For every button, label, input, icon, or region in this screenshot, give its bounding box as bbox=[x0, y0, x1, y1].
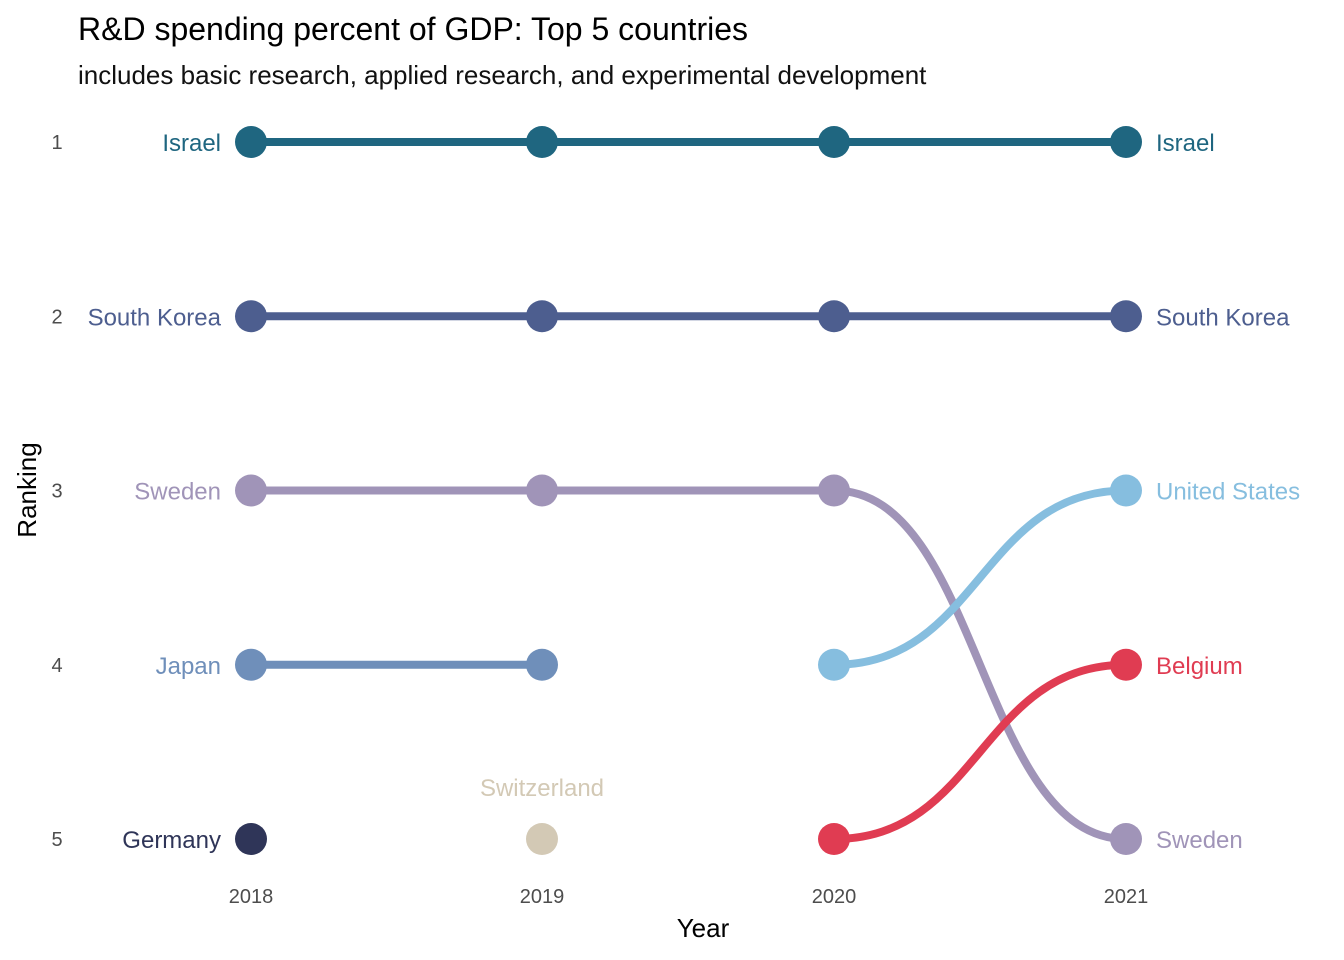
label-left-germany: Germany bbox=[122, 827, 221, 854]
y-axis-title: Ranking bbox=[12, 442, 42, 537]
point-japan-2018 bbox=[235, 648, 267, 681]
point-united-states-2020 bbox=[818, 648, 850, 681]
y-tick-5: 5 bbox=[51, 829, 62, 851]
label-right-israel: Israel bbox=[1156, 130, 1215, 157]
point-south-korea-2019 bbox=[526, 300, 558, 333]
label-left-japan: Japan bbox=[156, 653, 221, 680]
point-israel-2019 bbox=[526, 126, 558, 158]
chart-title: R&D spending percent of GDP: Top 5 count… bbox=[78, 11, 748, 47]
point-south-korea-2021 bbox=[1110, 300, 1142, 333]
axis-ticks: 2018 2019 2020 2021 1 2 3 4 5 bbox=[51, 132, 1148, 908]
x-tick-2021: 2021 bbox=[1104, 886, 1149, 908]
point-sweden-2020 bbox=[818, 474, 850, 507]
y-tick-1: 1 bbox=[51, 132, 62, 154]
label-left-israel: Israel bbox=[162, 130, 221, 157]
x-tick-2018: 2018 bbox=[229, 886, 274, 908]
point-sweden-2018 bbox=[235, 474, 267, 507]
point-switzerland-2019 bbox=[526, 823, 558, 855]
point-sweden-2019 bbox=[526, 474, 558, 507]
label-right-united-states: United States bbox=[1156, 479, 1300, 506]
series-points bbox=[235, 126, 1142, 855]
point-germany-2018 bbox=[235, 823, 267, 855]
point-south-korea-2020 bbox=[818, 300, 850, 333]
label-right-belgium: Belgium bbox=[1156, 653, 1243, 680]
label-left-south-korea: South Korea bbox=[88, 304, 222, 331]
line-sweden-2020-2021 bbox=[830, 486, 1130, 843]
point-sweden-2021 bbox=[1110, 823, 1142, 855]
series-lines bbox=[247, 138, 1130, 843]
point-japan-2019 bbox=[526, 648, 558, 681]
line-united-states-2020-2021 bbox=[830, 486, 1130, 669]
x-axis-title: Year bbox=[677, 913, 730, 943]
label-right-south-korea: South Korea bbox=[1156, 304, 1290, 331]
chart-subtitle: includes basic research, applied researc… bbox=[78, 60, 927, 90]
label-switzerland: Switzerland bbox=[480, 775, 604, 802]
y-tick-4: 4 bbox=[51, 655, 62, 677]
series-labels: Israel Israel South Korea South Korea Sweden… bbox=[88, 130, 1301, 854]
line-belgium-2020-2021 bbox=[830, 660, 1130, 843]
label-left-sweden: Sweden bbox=[134, 479, 221, 506]
point-united-states-2021 bbox=[1110, 474, 1142, 507]
point-israel-2020 bbox=[818, 126, 850, 158]
y-tick-2: 2 bbox=[51, 306, 62, 328]
point-belgium-2020 bbox=[818, 823, 850, 855]
point-israel-2021 bbox=[1110, 126, 1142, 158]
y-tick-3: 3 bbox=[51, 481, 62, 503]
label-right-sweden: Sweden bbox=[1156, 827, 1243, 854]
point-belgium-2021 bbox=[1110, 648, 1142, 681]
point-israel-2018 bbox=[235, 126, 267, 158]
x-tick-2020: 2020 bbox=[812, 886, 857, 908]
point-south-korea-2018 bbox=[235, 300, 267, 333]
x-tick-2019: 2019 bbox=[520, 886, 565, 908]
